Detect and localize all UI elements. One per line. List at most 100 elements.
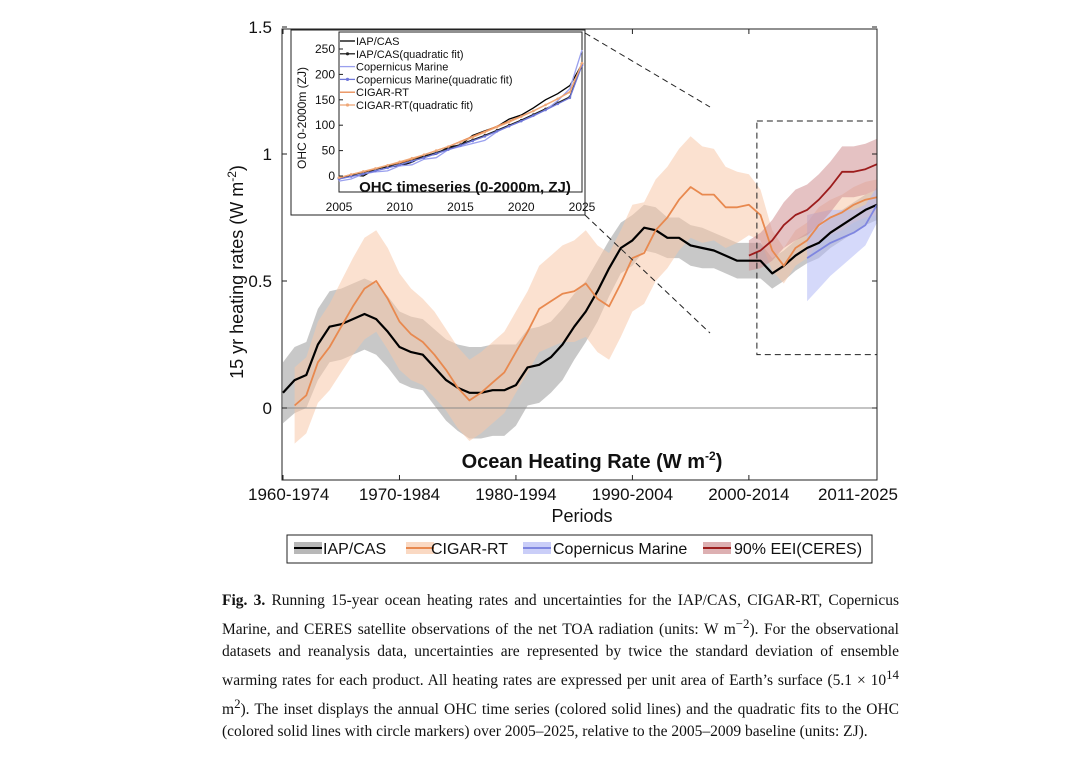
inset-marker — [544, 108, 547, 112]
y-axis-label: 15 yr heating rates (W m-2) — [225, 165, 247, 379]
inset-marker — [422, 153, 426, 156]
inset-y-tick-label: 150 — [315, 93, 335, 107]
inset-y-tick-label: 0 — [328, 169, 335, 183]
figure-caption: Fig. 3. Running 15-year ocean heating ra… — [222, 590, 899, 744]
legend-label: CIGAR-RT — [431, 541, 508, 558]
inset-y-tick-label: 200 — [315, 67, 335, 81]
inset-marker — [362, 172, 365, 176]
inset-legend-marker — [345, 103, 350, 107]
x-axis-label: Periods — [551, 506, 612, 526]
inset-marker — [349, 175, 353, 178]
y-tick-label: 0.5 — [248, 272, 272, 291]
x-tick-label: 1970-1984 — [359, 485, 440, 504]
inset-marker — [556, 97, 559, 101]
band-cigar-rt — [294, 136, 878, 444]
inset-legend-label: IAP/CAS — [356, 36, 399, 48]
inset-x-tick-label: 2020 — [508, 200, 535, 214]
inset-marker — [422, 156, 426, 160]
inset-frame — [290, 29, 586, 216]
inset-x-axis: 2005 2010 2015 2020 2025 — [326, 188, 596, 214]
caption-text-a: Running 15-year ocean heating rates and … — [222, 592, 900, 638]
inset-marker — [471, 136, 474, 139]
inset-marker — [544, 103, 547, 107]
inset-marker — [519, 119, 523, 123]
line-cigar-rt — [294, 186, 878, 407]
inset-marker — [568, 90, 572, 94]
inset-marker — [362, 170, 365, 173]
series-lines — [282, 163, 878, 407]
inset-marker — [349, 173, 353, 176]
inset-y-tick-label: 100 — [315, 118, 335, 132]
inset-marker — [374, 169, 377, 173]
caption-sup-b: 14 — [886, 666, 899, 682]
inset-legend-label: CIGAR-RT — [356, 87, 409, 99]
inset-marker — [507, 124, 511, 128]
line-copernicus-marine — [806, 204, 878, 259]
inset-marker — [532, 114, 535, 117]
inset-marker — [386, 164, 389, 167]
inset-marker — [337, 176, 341, 179]
figure: 0 0.5 1 1.5 1960-1974 1970-1984 1980-1994 1990… — [225, 18, 898, 564]
inset-marker — [532, 109, 535, 113]
inset-marker — [483, 135, 487, 138]
inset-y-label: OHC 0-2000m (ZJ) — [295, 67, 309, 169]
caption-sup-c: 2 — [234, 695, 241, 711]
inset-marker — [556, 102, 559, 106]
caption-text-c: m — [222, 700, 235, 718]
x-tick-label: 2011-2025 — [818, 485, 898, 504]
inset-marker — [434, 149, 438, 152]
inset-marker — [483, 131, 487, 134]
inset-legend-label: Copernicus Marine — [356, 62, 448, 74]
inset-x-tick-label: 2025 — [569, 200, 596, 214]
y-tick-label: 1.5 — [248, 18, 272, 37]
inset-marker — [447, 148, 450, 151]
legend-box — [286, 534, 873, 564]
inset-marker — [519, 115, 523, 118]
y-axis: 0 0.5 1 1.5 — [248, 18, 877, 418]
caption-sup-a: −2 — [735, 615, 750, 631]
x-tick-label: 1980-1994 — [475, 485, 556, 504]
inset-series-lines — [337, 49, 584, 182]
zoom-connector-bottom — [584, 214, 711, 334]
x-tick-label: 1990-2004 — [592, 485, 673, 504]
inset-legend-marker — [345, 52, 350, 56]
inset-marker — [398, 163, 402, 167]
inset-marker — [495, 125, 499, 129]
legend-label: 90% EEI(CERES) — [734, 541, 862, 558]
inset-title: OHC timeseries (0-2000m, ZJ) — [359, 179, 571, 196]
legend: IAP/CAS CIGAR-RT Copernicus Marine 90% EEI(… — [286, 534, 873, 564]
inset-marker — [459, 140, 462, 144]
inset-marker — [568, 96, 572, 100]
legend-label: IAP/CAS — [323, 541, 386, 558]
inset-marker — [580, 61, 584, 65]
caption-text-b: ). For the observational datasets and re… — [222, 620, 899, 690]
zoom-box — [756, 120, 878, 356]
chart-title: Ocean Heating Rate (W m-2) — [462, 449, 723, 473]
inset-marker — [410, 156, 414, 160]
caption-label: Fig. 3. — [222, 592, 266, 609]
inset-marker — [410, 159, 414, 163]
inset-marker — [447, 145, 450, 148]
inset-marker — [507, 120, 511, 124]
inset-marker — [459, 144, 462, 147]
inset-legend-label: Copernicus Marine(quadratic fit) — [356, 74, 513, 86]
inset-y-axis: 0 50 100 150 200 250 — [315, 42, 343, 183]
y-tick-label: 0 — [263, 399, 272, 418]
inset-x-tick-label: 2015 — [447, 200, 474, 214]
inset-y-tick-label: 50 — [322, 144, 336, 158]
inset-marker — [374, 167, 377, 170]
inset-y-tick-label: 250 — [315, 42, 335, 56]
inset-chart: 0 50 100 150 200 250 2005 2010 2015 2020 2025 OHC… — [290, 29, 596, 216]
inset-marker — [471, 139, 474, 143]
inset-legend-marker — [345, 77, 350, 81]
zoom-connector-top — [584, 32, 711, 108]
inset-x-tick-label: 2010 — [386, 200, 413, 214]
legend-label: Copernicus Marine — [553, 541, 687, 558]
inset-x-tick-label: 2005 — [326, 200, 353, 214]
inset-marker — [398, 160, 402, 164]
x-tick-label: 2000-2014 — [708, 485, 789, 504]
line-iap-cas — [282, 203, 878, 394]
inset-legend-label: IAP/CAS(quadratic fit) — [356, 49, 464, 61]
inset-marker — [495, 129, 499, 133]
